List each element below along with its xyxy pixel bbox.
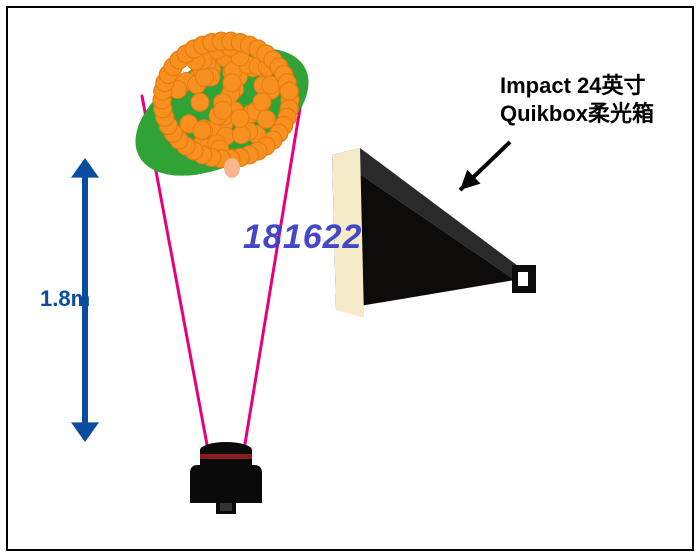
softbox-pointer-arrow (460, 142, 510, 190)
watermark-text: 181622 (243, 218, 362, 257)
diagram-canvas: 1.8m Impact 24英寸Quikbox柔光箱 181622 (0, 0, 700, 557)
softbox (332, 148, 536, 318)
softbox-label: Impact 24英寸Quikbox柔光箱 (500, 72, 680, 127)
distance-label: 1.8m (40, 286, 90, 312)
subject-head (115, 22, 330, 202)
camera-icon (190, 442, 262, 514)
